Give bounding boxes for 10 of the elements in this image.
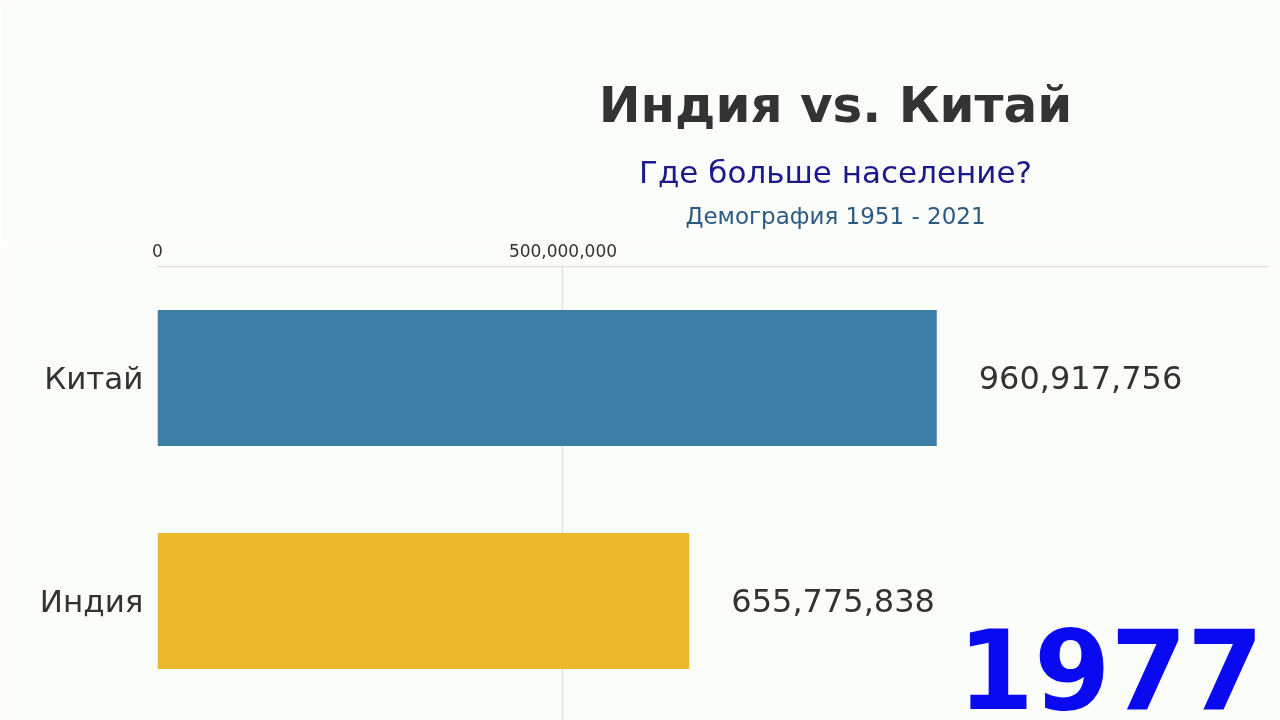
- x-tick-label: 500,000,000: [508, 240, 618, 261]
- y-tick-label: Индия: [39, 582, 144, 619]
- data-label: 655,775,838: [731, 582, 935, 621]
- annotation: 1977: [957, 607, 1264, 720]
- y-tick-label: Китай: [44, 359, 144, 396]
- text: Демография 1951 - 2021: [685, 202, 986, 229]
- chart-subtitle: Где больше население?: [639, 153, 1032, 190]
- data-label: 960,917,756: [978, 359, 1183, 398]
- chart-title: Индия vs. Китай: [598, 75, 1073, 134]
- x-tick-label: 0: [152, 240, 163, 261]
